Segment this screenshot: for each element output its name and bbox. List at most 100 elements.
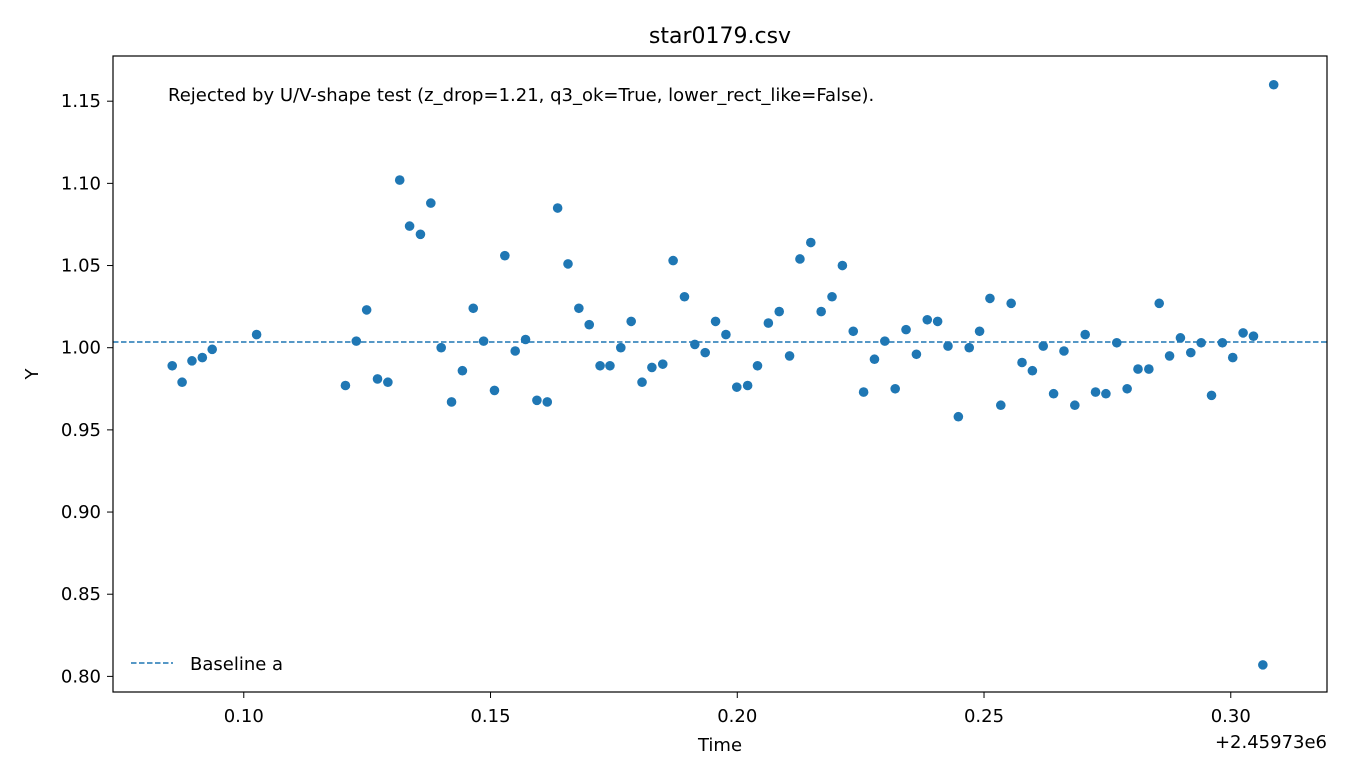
data-point [616, 342, 626, 353]
data-point [595, 360, 605, 371]
data-point [858, 387, 869, 397]
data-point [1164, 351, 1175, 361]
data-point [1059, 346, 1069, 356]
data-point [1238, 328, 1248, 338]
data-point [943, 341, 953, 351]
data-point [404, 221, 415, 231]
data-point [394, 175, 405, 185]
data-point [774, 306, 785, 317]
data-point [953, 411, 964, 422]
data-point [1206, 390, 1217, 401]
y-axis-label: Y [22, 368, 43, 381]
data-point [985, 293, 995, 304]
data-point [489, 385, 500, 396]
data-point [207, 344, 217, 355]
data-point [1258, 660, 1268, 670]
data-point [520, 334, 531, 345]
data-point [351, 336, 362, 346]
data-point [1080, 329, 1090, 340]
data-point [426, 198, 436, 208]
data-point [806, 237, 816, 248]
y-tick-label: 1.05 [61, 256, 101, 277]
legend: Baseline a [131, 654, 283, 675]
data-point [1038, 341, 1049, 351]
data-point [668, 255, 678, 266]
data-point [563, 259, 573, 269]
data-point [532, 395, 542, 406]
data-point [1133, 364, 1143, 374]
data-point [869, 354, 880, 365]
data-point [1027, 365, 1038, 376]
data-point [827, 291, 837, 302]
data-point [1006, 298, 1016, 309]
rejection-annotation: Rejected by U/V-shape test (z_drop=1.21,… [168, 85, 874, 106]
data-point [721, 329, 731, 340]
data-point [605, 360, 615, 371]
plot-area: 0.10 0.15 0.20 0.25 0.30 0.80 0.85 0.90 0.95 1.00… [61, 55, 1328, 727]
data-point [478, 336, 489, 346]
data-point [784, 351, 795, 361]
data-point [974, 326, 985, 337]
data-point [1248, 331, 1259, 342]
data-point [901, 324, 911, 335]
data-point [1175, 333, 1186, 343]
y-tick-label: 1.10 [61, 173, 101, 194]
y-tick-label: 0.80 [61, 666, 101, 687]
data-point [584, 319, 595, 330]
data-point [187, 356, 197, 366]
data-point [457, 365, 468, 376]
y-tick-label: 1.00 [61, 338, 101, 359]
x-axis-label: Time [697, 735, 742, 756]
data-point [1017, 357, 1027, 368]
data-point [468, 303, 479, 314]
data-point [742, 380, 753, 391]
data-point [500, 250, 510, 261]
data-point [1111, 337, 1122, 348]
data-point [1090, 387, 1101, 397]
data-point [415, 229, 426, 240]
data-point [177, 377, 187, 388]
data-point [552, 203, 563, 213]
data-point [1154, 298, 1165, 309]
data-point [1048, 388, 1059, 399]
data-point [816, 306, 826, 317]
data-point [964, 342, 975, 353]
legend-label-baseline: Baseline a [190, 654, 283, 675]
data-point [361, 305, 372, 315]
x-tick-label: 0.30 [1211, 706, 1251, 727]
data-point [197, 352, 208, 363]
data-point [647, 362, 657, 373]
data-point [1196, 337, 1206, 348]
data-point [690, 339, 700, 350]
data-point [1101, 388, 1111, 399]
x-tick-label: 0.15 [470, 706, 510, 727]
data-point [911, 349, 922, 360]
y-tick-label: 0.95 [61, 420, 101, 441]
data-point [372, 374, 383, 384]
data-point [637, 377, 647, 388]
x-tick-label: 0.25 [964, 706, 1004, 727]
data-point [679, 291, 690, 302]
x-tick-label: 0.10 [224, 706, 264, 727]
data-point [510, 346, 520, 356]
data-point [795, 254, 805, 264]
data-point [752, 360, 763, 371]
y-tick-label: 0.85 [61, 584, 101, 605]
data-point [763, 318, 774, 328]
data-point [731, 382, 742, 392]
data-point [1122, 383, 1132, 394]
data-point [1217, 337, 1228, 348]
data-point [1185, 347, 1196, 358]
data-point [657, 359, 668, 369]
data-point [340, 380, 351, 391]
data-point [700, 347, 710, 358]
y-tick-label: 1.15 [61, 91, 101, 112]
data-point [574, 303, 584, 314]
data-point [446, 397, 457, 407]
data-point [710, 316, 721, 327]
data-point [890, 383, 900, 394]
data-point [626, 316, 636, 327]
axes-frame [112, 55, 1328, 693]
x-axis-offset-text: +2.45973e6 [1215, 732, 1327, 753]
